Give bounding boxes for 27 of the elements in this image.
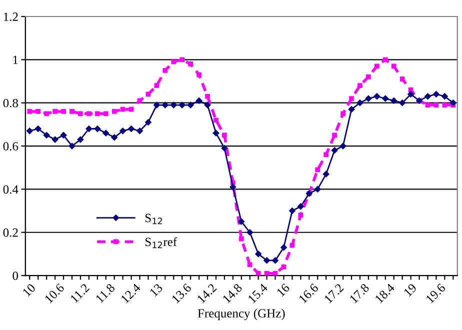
y-tick-label: 0.6 bbox=[3, 142, 18, 151]
x-tick-label: 13.6 bbox=[171, 283, 192, 304]
x-tick-label: 11.8 bbox=[95, 283, 116, 304]
y-tick-label: 1.2 bbox=[4, 12, 18, 22]
x-tick-label: 14.8 bbox=[222, 283, 243, 304]
x-tick-label: 12.4 bbox=[120, 282, 142, 304]
y-tick-label: 0.4 bbox=[3, 185, 18, 194]
x-tick-label: 18.4 bbox=[374, 282, 396, 304]
x-tick-label: 11.2 bbox=[70, 283, 90, 304]
x-tick-label: 17.8 bbox=[349, 283, 370, 304]
y-tick-label: 1 bbox=[13, 56, 18, 64]
x-axis-title: Frequency (GHz) bbox=[198, 308, 285, 320]
x-tick-label: 19 bbox=[403, 283, 418, 297]
legend-label: S$_{12}$ bbox=[145, 214, 162, 224]
y-tick-label: 0.8 bbox=[3, 98, 18, 108]
x-tick-label: 19.6 bbox=[426, 283, 446, 304]
x-tick-label: 17.2 bbox=[324, 283, 344, 304]
x-tick-label: 15.4 bbox=[248, 282, 268, 304]
x-tick-label: 16.6 bbox=[298, 283, 319, 304]
x-tick-label: 13 bbox=[149, 283, 163, 297]
x-tick-label: 10 bbox=[22, 283, 36, 297]
y-tick-label: 0.2 bbox=[3, 228, 18, 237]
x-tick-label: 14.2 bbox=[196, 283, 218, 304]
y-tick-label: 0 bbox=[12, 272, 18, 280]
x-tick-label: 16 bbox=[276, 283, 290, 297]
legend-label: S$_{12}$ref bbox=[145, 237, 178, 248]
x-tick-label: 10.6 bbox=[44, 283, 65, 304]
